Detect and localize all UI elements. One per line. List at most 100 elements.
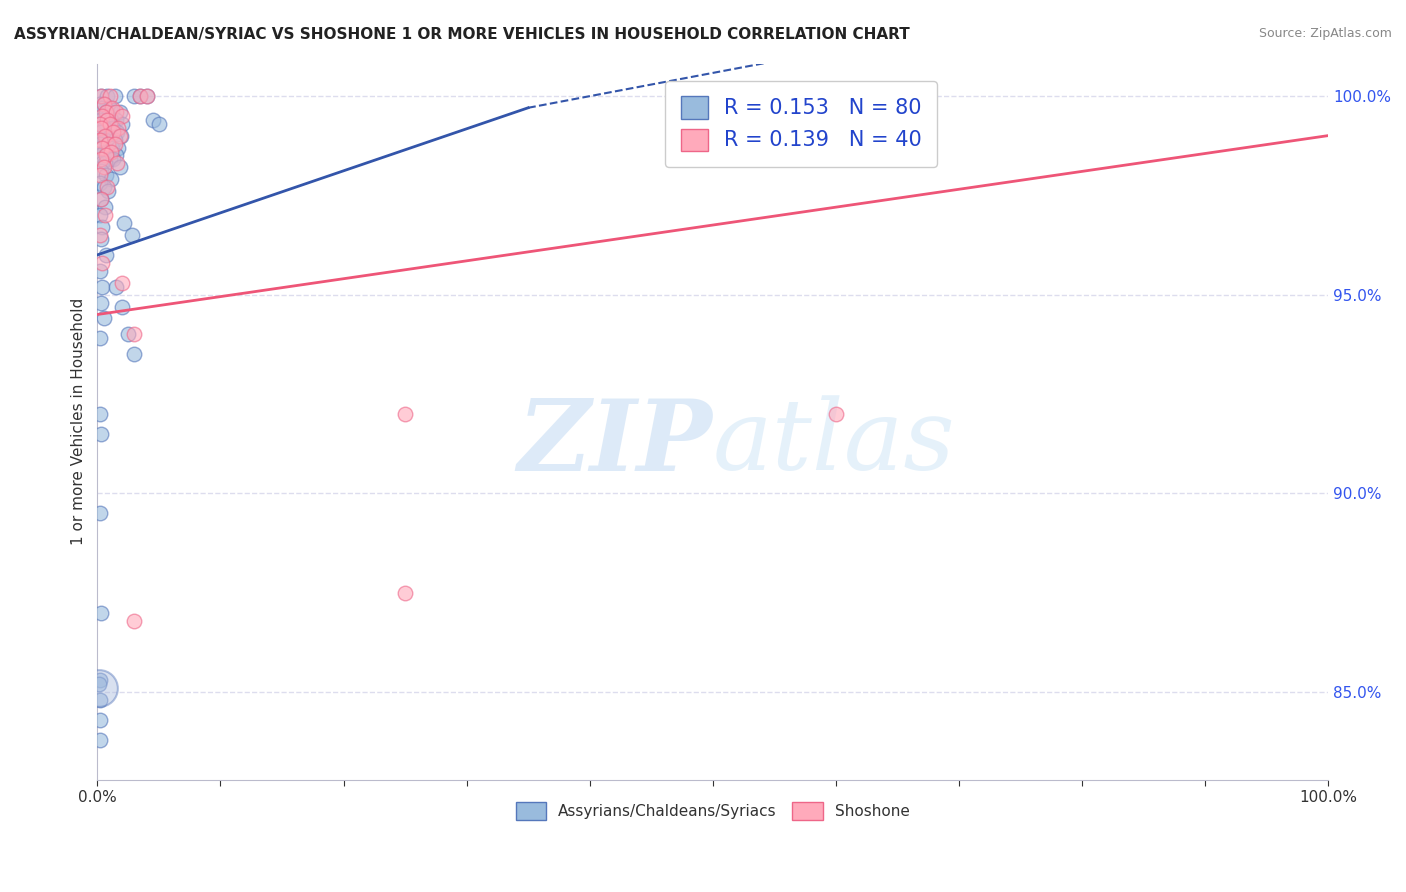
Point (108, 161, 131, 175)
Point (90, 112, 112, 127)
Point (91, 109, 114, 123)
Point (98, 153, 121, 167)
Point (89, 132, 111, 146)
Point (89, 117, 111, 131)
Point (89, 506, 111, 520)
Point (89, 713, 111, 727)
Point (90, 120, 112, 135)
Point (824, 407, 846, 421)
Point (94, 104, 117, 119)
Point (93, 132, 115, 146)
Point (124, 327, 146, 342)
Point (90, 426, 112, 441)
Point (89, 732, 111, 747)
Point (103, 125, 125, 139)
Point (97, 136, 120, 151)
Point (93, 128, 115, 143)
Point (94, 169, 117, 183)
Point (111, 300, 134, 314)
Y-axis label: 1 or more Vehicles in Household: 1 or more Vehicles in Household (72, 298, 86, 545)
Point (94, 148, 117, 162)
Point (90, 232, 112, 246)
Point (91, 132, 114, 146)
Point (100, 112, 122, 127)
Point (89, 673, 111, 688)
Point (89, 407, 111, 421)
Point (91, 140, 114, 154)
Text: ASSYRIAN/CHALDEAN/SYRIAC VS SHOSHONE 1 OR MORE VEHICLES IN HOUSEHOLD CORRELATION: ASSYRIAN/CHALDEAN/SYRIAC VS SHOSHONE 1 O… (14, 27, 910, 42)
Point (90, 88, 112, 103)
Point (96, 112, 118, 127)
Point (104, 104, 127, 119)
Point (112, 216, 135, 230)
Point (89, 148, 111, 162)
Point (110, 128, 132, 143)
Text: Source: ZipAtlas.com: Source: ZipAtlas.com (1258, 27, 1392, 40)
Text: ZIP: ZIP (517, 395, 713, 491)
Point (117, 327, 139, 342)
Point (105, 156, 128, 170)
Point (101, 101, 124, 115)
Point (96, 120, 118, 135)
Point (89, 117, 111, 131)
Point (89, 227, 111, 242)
Point (97, 184, 120, 198)
Point (124, 614, 146, 628)
Point (104, 112, 127, 127)
Point (93, 156, 115, 170)
Point (103, 88, 125, 103)
Point (93, 96, 115, 111)
Point (101, 104, 124, 119)
Point (90, 164, 112, 178)
Point (96, 88, 118, 103)
Point (87, 677, 110, 691)
Point (94, 128, 117, 143)
Point (93, 145, 115, 159)
Point (89, 264, 111, 278)
Point (98, 101, 121, 115)
Point (93, 96, 115, 111)
Point (89, 331, 111, 345)
Point (100, 145, 122, 159)
Point (94, 104, 117, 119)
Point (93, 200, 115, 214)
Text: atlas: atlas (713, 396, 956, 491)
Point (89, 96, 111, 111)
Point (91, 256, 114, 270)
Point (135, 88, 157, 103)
Point (91, 220, 114, 235)
Point (121, 227, 143, 242)
Point (108, 104, 131, 119)
Point (129, 88, 152, 103)
Point (98, 88, 121, 103)
Legend: Assyrians/Chaldeans/Syriacs, Shoshone: Assyrians/Chaldeans/Syriacs, Shoshone (509, 796, 917, 826)
Point (91, 101, 114, 115)
Point (90, 140, 112, 154)
Point (107, 120, 129, 135)
Point (90, 192, 112, 206)
Point (135, 88, 157, 103)
Point (124, 347, 146, 361)
Point (104, 148, 127, 162)
Point (100, 172, 122, 186)
Point (111, 109, 134, 123)
Point (90, 192, 112, 206)
Point (96, 180, 118, 194)
Point (91, 279, 114, 293)
Point (103, 120, 125, 135)
Point (108, 128, 131, 143)
Point (90, 153, 112, 167)
Point (97, 136, 120, 151)
Point (89, 177, 111, 191)
Point (89, 208, 111, 222)
Point (90, 295, 112, 310)
Point (90, 88, 112, 103)
Point (97, 109, 120, 123)
Point (98, 117, 121, 131)
Point (89, 169, 111, 183)
Point (93, 161, 115, 175)
Point (93, 180, 115, 194)
Point (129, 88, 152, 103)
Point (824, 88, 846, 103)
Point (98, 128, 121, 143)
